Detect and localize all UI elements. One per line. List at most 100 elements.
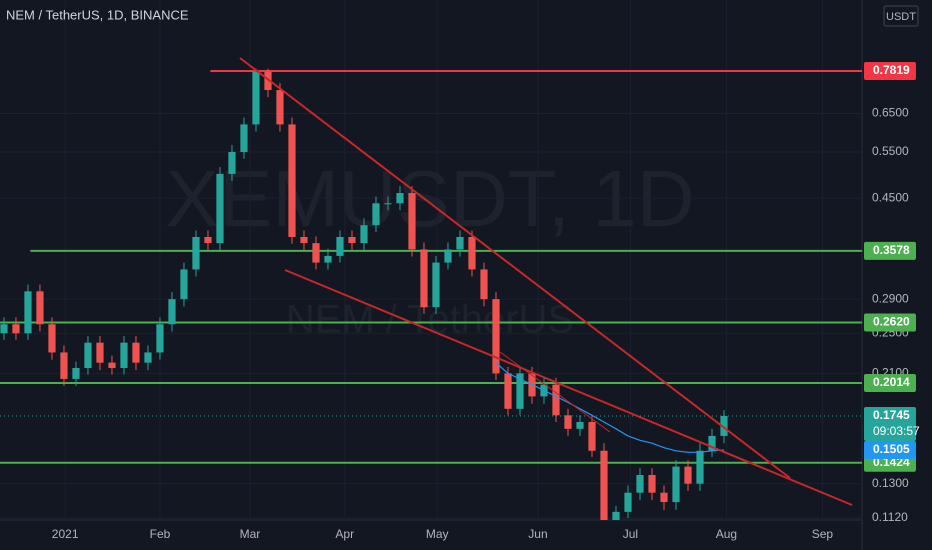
y-tick-label: 0.2900 <box>872 291 909 305</box>
watermark: XEMUSDT, 1D <box>166 154 695 243</box>
candle-body <box>516 373 524 409</box>
trend-lines <box>239 57 853 506</box>
candle-body <box>684 466 692 484</box>
candle-body <box>144 352 152 363</box>
candle-body <box>264 71 272 91</box>
candle-body <box>492 299 500 374</box>
candle-body <box>456 236 464 250</box>
watermark-sub: NEM / TetherUS <box>286 298 574 342</box>
y-tick-label: 0.1120 <box>872 510 908 524</box>
countdown: 09:03:57 <box>873 424 920 438</box>
trend-line <box>499 351 611 433</box>
candle-body <box>420 249 428 308</box>
candle-body <box>24 291 32 334</box>
candle-body <box>0 324 8 334</box>
candle-body <box>444 249 452 263</box>
trend-line <box>284 269 853 506</box>
candle-body <box>648 474 656 493</box>
x-tick-label: May <box>426 527 449 541</box>
y-tick-label: 0.6500 <box>872 106 909 120</box>
candle-body <box>432 262 440 308</box>
candle-body <box>504 373 512 409</box>
axes: 0.65000.55000.45000.29000.25000.21000.13… <box>52 62 920 541</box>
candles <box>0 68 728 520</box>
candle-body <box>600 450 608 520</box>
price-label-box <box>864 406 916 441</box>
candle-body <box>348 236 356 244</box>
candle-body <box>360 225 368 244</box>
x-tick-label: Aug <box>716 527 737 541</box>
candle-body <box>564 415 572 429</box>
candle-body <box>588 421 596 451</box>
candle-body <box>312 243 320 263</box>
price-label-box <box>864 241 916 260</box>
candle-body <box>228 151 236 174</box>
candle-body <box>84 342 92 368</box>
candle-body <box>96 342 104 363</box>
x-tick-label: Jul <box>623 527 638 541</box>
candle-body <box>372 203 380 226</box>
candle-body <box>624 492 632 512</box>
candle-body <box>108 362 116 368</box>
x-tick-label: Sep <box>812 527 834 541</box>
candle-body <box>468 236 476 270</box>
candle-body <box>168 299 176 325</box>
price-label-box <box>864 313 916 332</box>
candle-body <box>252 71 260 125</box>
candle-body <box>480 269 488 300</box>
candle-body <box>552 384 560 416</box>
price-label: 0.1745 <box>873 408 910 422</box>
price-label: 0.3578 <box>873 243 910 257</box>
candle-body <box>708 435 716 451</box>
candle-body <box>192 236 200 270</box>
x-tick-label: Mar <box>240 527 261 541</box>
candle-body <box>36 291 44 325</box>
y-tick-label: 0.5500 <box>872 144 909 158</box>
x-tick-label: Jun <box>528 527 547 541</box>
candle-body <box>408 193 416 250</box>
candle-body <box>132 342 140 363</box>
candle-body <box>276 90 284 125</box>
candle-body <box>180 269 188 300</box>
x-tick-label: 2021 <box>52 527 79 541</box>
price-label: 0.1505 <box>873 442 910 456</box>
trend-line <box>239 57 791 479</box>
candle-body <box>288 124 296 237</box>
candle-body <box>324 255 332 263</box>
candle-body <box>384 203 392 205</box>
candle-body <box>636 474 644 493</box>
candle-body <box>612 511 620 520</box>
moving-average <box>495 362 725 453</box>
currency[interactable]: USDT <box>886 11 916 23</box>
price-label-box <box>864 62 916 81</box>
candle-body <box>696 450 704 484</box>
price-label: 0.2620 <box>873 315 910 329</box>
y-tick-label: 0.4500 <box>872 190 909 204</box>
candle-body <box>240 124 248 152</box>
price-label: 0.2014 <box>873 375 910 389</box>
candle-body <box>60 352 68 379</box>
candle-body <box>300 236 308 244</box>
chart-title: NEM / TetherUS, 1D, BINANCE <box>6 7 189 22</box>
candle-body <box>12 324 20 334</box>
candle-body <box>672 466 680 503</box>
x-tick-label: Feb <box>150 527 171 541</box>
candle-body <box>48 324 56 353</box>
price-label-box <box>864 440 916 459</box>
candle-body <box>720 415 728 436</box>
y-tick-label: 0.1300 <box>872 476 909 490</box>
candle-body <box>120 342 128 368</box>
candle-body <box>660 492 668 503</box>
candle-body <box>216 173 224 244</box>
candle-body <box>72 367 80 379</box>
candle-body <box>204 236 212 244</box>
grid <box>0 0 862 520</box>
x-tick-label: Apr <box>335 527 354 541</box>
currency-box[interactable] <box>883 5 919 27</box>
price-label: 0.7819 <box>873 63 910 77</box>
candle-body <box>396 193 404 204</box>
candle-body <box>576 421 584 429</box>
price-label-box <box>864 373 916 392</box>
